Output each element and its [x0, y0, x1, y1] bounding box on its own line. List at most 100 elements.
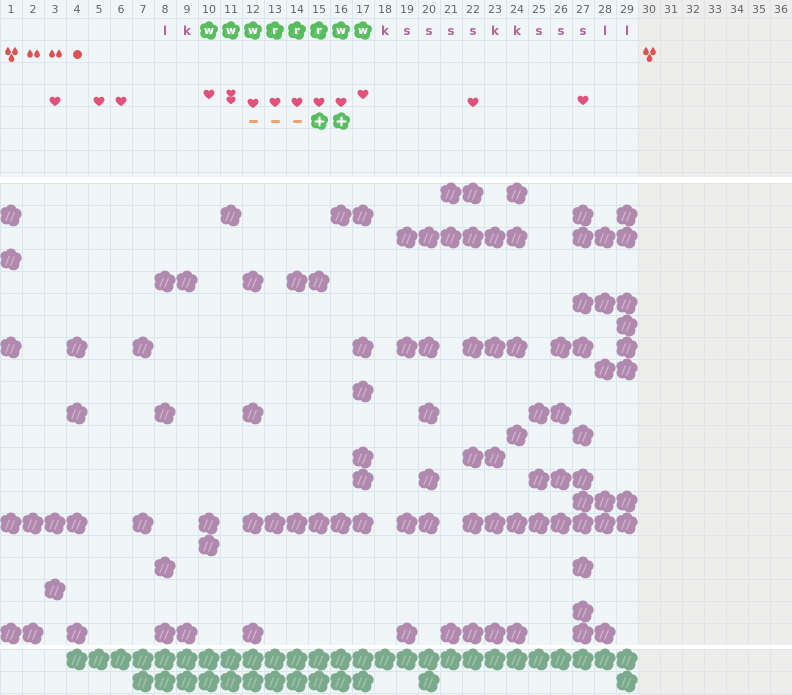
green-blob-cell[interactable] [614, 647, 640, 673]
flower-blob-cell[interactable] [240, 511, 266, 537]
green-blob-cell[interactable] [262, 647, 288, 673]
flower-blob-cell[interactable] [0, 203, 24, 229]
flower-blob-cell[interactable] [482, 225, 508, 251]
flower-blob-cell[interactable] [130, 511, 156, 537]
green-blob-cell[interactable] [350, 669, 376, 695]
letter-cell-highlighted[interactable]: w [242, 18, 264, 43]
flower-blob-cell[interactable] [592, 511, 618, 537]
flower-blob-cell[interactable] [548, 335, 574, 361]
flower-blob-cell[interactable] [0, 621, 24, 647]
green-blob-cell[interactable] [152, 647, 178, 673]
green-blob-cell[interactable] [548, 647, 574, 673]
heart-cell[interactable] [264, 88, 286, 110]
flower-blob-cell[interactable] [570, 599, 596, 625]
flower-blob-cell[interactable] [438, 181, 464, 207]
flower-blob-cell[interactable] [350, 379, 376, 405]
flower-blob-cell[interactable] [548, 511, 574, 537]
flower-blob-cell[interactable] [20, 621, 46, 647]
flower-blob-cell[interactable] [592, 489, 618, 515]
flower-blob-cell[interactable] [64, 511, 90, 537]
flower-blob-cell[interactable] [482, 445, 508, 471]
flower-blob-cell[interactable] [20, 511, 46, 537]
bleeding-cell[interactable] [44, 43, 66, 66]
green-blob-cell[interactable] [328, 647, 354, 673]
green-blob-cell[interactable] [416, 669, 442, 695]
bleeding-cell[interactable] [22, 43, 44, 66]
dash-cell[interactable] [264, 110, 286, 132]
flower-blob-cell[interactable] [350, 511, 376, 537]
heart-cell[interactable] [88, 88, 110, 110]
heart-cell[interactable] [110, 88, 132, 110]
flower-blob-cell[interactable] [504, 621, 530, 647]
flower-blob-cell[interactable] [570, 467, 596, 493]
green-blob-cell[interactable] [130, 647, 156, 673]
green-blob-cell[interactable] [284, 669, 310, 695]
letter-cell-highlighted[interactable]: w [198, 18, 220, 43]
flower-blob-cell[interactable] [152, 555, 178, 581]
green-blob-cell[interactable] [306, 647, 332, 673]
letter-cell-highlighted[interactable]: r [286, 18, 308, 43]
letter-cell[interactable]: k [183, 23, 191, 38]
flower-blob-cell[interactable] [196, 533, 222, 559]
green-blob-cell[interactable] [130, 669, 156, 695]
green-blob-cell[interactable] [570, 647, 596, 673]
flower-blob-cell[interactable] [174, 621, 200, 647]
flower-blob-cell[interactable] [0, 335, 24, 361]
letter-cell[interactable]: s [403, 23, 411, 38]
flower-blob-cell[interactable] [614, 225, 640, 251]
letter-cell[interactable]: l [162, 23, 168, 38]
flower-blob-cell[interactable] [592, 225, 618, 251]
green-blob-cell[interactable] [438, 647, 464, 673]
flower-blob-cell[interactable] [504, 511, 530, 537]
green-blob-cell[interactable] [218, 647, 244, 673]
green-blob-cell[interactable] [328, 669, 354, 695]
flower-blob-cell[interactable] [64, 621, 90, 647]
green-blob-cell[interactable] [592, 647, 618, 673]
letter-cell[interactable]: s [425, 23, 433, 38]
flower-blob-cell[interactable] [394, 225, 420, 251]
letter-cell-highlighted[interactable]: r [308, 18, 330, 43]
flower-blob-cell[interactable] [0, 511, 24, 537]
flower-blob-cell[interactable] [240, 621, 266, 647]
flower-blob-cell[interactable] [394, 621, 420, 647]
letter-cell[interactable]: k [491, 23, 499, 38]
flower-blob-cell[interactable] [350, 335, 376, 361]
letter-cell[interactable]: k [513, 23, 521, 38]
green-blob-cell[interactable] [196, 669, 222, 695]
flower-blob-cell[interactable] [416, 467, 442, 493]
flower-blob-cell[interactable] [262, 511, 288, 537]
letter-cell[interactable]: s [557, 23, 565, 38]
green-blob-cell[interactable] [218, 669, 244, 695]
flower-blob-cell[interactable] [350, 445, 376, 471]
green-blob-cell[interactable] [306, 669, 332, 695]
flower-blob-cell[interactable] [64, 401, 90, 427]
flower-blob-cell[interactable] [438, 621, 464, 647]
flower-blob-cell[interactable] [504, 225, 530, 251]
green-blob-cell[interactable] [460, 647, 486, 673]
flower-blob-cell[interactable] [328, 511, 354, 537]
flower-blob-cell[interactable] [526, 401, 552, 427]
flower-blob-cell[interactable] [438, 225, 464, 251]
flower-blob-cell[interactable] [592, 621, 618, 647]
green-blob-cell[interactable] [526, 647, 552, 673]
green-blob-cell[interactable] [416, 647, 442, 673]
letter-cell[interactable]: s [447, 23, 455, 38]
flower-blob-cell[interactable] [350, 203, 376, 229]
letter-cell[interactable]: l [602, 23, 608, 38]
flower-blob-cell[interactable] [460, 335, 486, 361]
dash-cell[interactable] [242, 110, 264, 132]
green-blob-cell[interactable] [350, 647, 376, 673]
flower-blob-cell[interactable] [328, 203, 354, 229]
green-blob-cell[interactable] [284, 647, 310, 673]
green-blob-cell[interactable] [174, 669, 200, 695]
flower-blob-cell[interactable] [218, 203, 244, 229]
flower-blob-cell[interactable] [394, 335, 420, 361]
letter-cell[interactable]: s [535, 23, 543, 38]
flower-blob-cell[interactable] [416, 225, 442, 251]
flower-blob-cell[interactable] [570, 335, 596, 361]
bleeding-cell[interactable] [66, 43, 88, 66]
flower-blob-cell[interactable] [570, 555, 596, 581]
flower-blob-cell[interactable] [570, 511, 596, 537]
flower-blob-cell[interactable] [416, 335, 442, 361]
green-blob-cell[interactable] [196, 647, 222, 673]
